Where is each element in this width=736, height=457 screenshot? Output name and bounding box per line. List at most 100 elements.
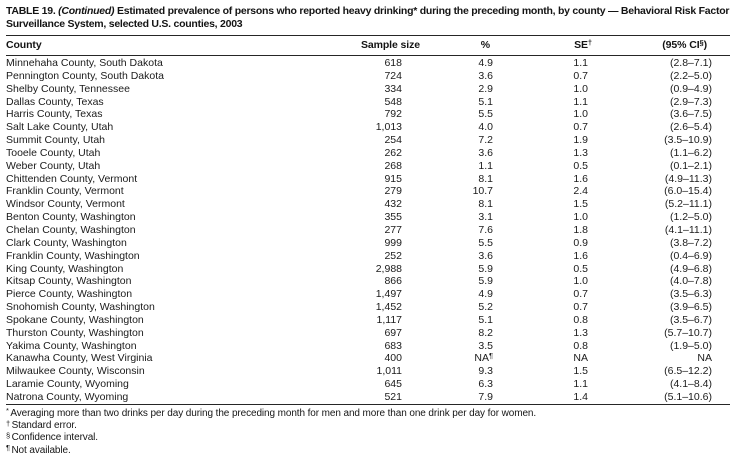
value-cell: 8.1 <box>478 198 493 211</box>
value-cell: 1.1 <box>478 159 493 172</box>
value-cell: (2.8–7.1) <box>669 57 712 69</box>
value-cell: 1.6 <box>573 249 588 262</box>
table-row: Franklin County, Vermont 279 10.7 2.4 (6.0–1… <box>6 185 730 198</box>
prevalence-table: County Sample size% SE† (95% CI§) Minnehaha… <box>6 35 730 405</box>
footnote-marker: † <box>587 37 592 47</box>
table-row: Kitsap County, Washington 866 5.9 1.0 (4.0–7… <box>6 275 730 288</box>
county-cell: Salt Lake County, Utah <box>6 121 114 134</box>
table-row: Minnehaha County, South Dakota 618 4.9 1.1 (… <box>6 56 730 70</box>
footnote: § Confidence interval. <box>6 432 730 444</box>
value-cell: (3.9–6.5) <box>669 301 712 314</box>
value-cell: 5.5 <box>478 236 493 249</box>
value-cell: (2.6–5.4) <box>669 121 712 134</box>
county-cell: Kitsap County, Washington <box>6 275 132 288</box>
value-cell: (2.2–5.0) <box>669 69 712 82</box>
value-cell: 5.1 <box>478 95 493 108</box>
value-cell: 3.6 <box>478 146 493 159</box>
table-row: Spokane County, Washington 1,117 5.1 0.8 (3.… <box>6 314 730 327</box>
table-row: King County, Washington 2,988 5.9 0.5 (4.9–6… <box>6 263 730 276</box>
value-cell: NA <box>697 352 712 365</box>
county-cell: Shelby County, Tennessee <box>6 82 130 95</box>
county-cell: Minnehaha County, South Dakota <box>6 57 163 69</box>
value-cell: 1,497 <box>375 288 402 301</box>
value-cell: 1.3 <box>573 326 588 339</box>
value-cell: 1.6 <box>573 172 588 185</box>
table-row: Yakima County, Washington 683 3.5 0.8 (1.9–5… <box>6 340 730 353</box>
value-cell: 5.1 <box>478 313 493 326</box>
value-cell: (3.5–6.7) <box>669 313 712 326</box>
table-row: Milwaukee County, Wisconsin 1,011 9.3 1.5 (6… <box>6 365 730 378</box>
table-row: Salt Lake County, Utah 1,013 4.0 0.7 (2.6–5.… <box>6 121 730 134</box>
value-cell: 697 <box>384 326 402 339</box>
county-cell: Dallas County, Texas <box>6 95 104 108</box>
value-cell: 1.1 <box>573 95 588 108</box>
value-cell: 1.5 <box>573 365 588 378</box>
value-cell: 7.9 <box>478 390 493 403</box>
value-cell: 1.5 <box>573 198 588 211</box>
county-cell: Spokane County, Washington <box>6 313 144 326</box>
value-cell: 1,011 <box>376 365 403 378</box>
value-cell: 1.4 <box>573 390 588 403</box>
value-cell: 2.4 <box>573 185 588 198</box>
table-row: Thurston County, Washington 697 8.2 1.3 (5.7… <box>6 327 730 340</box>
value-cell: NA <box>573 352 588 365</box>
value-cell: 2.9 <box>478 82 493 95</box>
value-cell: (6.5–12.2) <box>664 365 712 378</box>
table-row: Benton County, Washington 355 3.1 1.0 (1.2–5… <box>6 211 730 224</box>
table-title-text: Estimated prevalence of persons who repo… <box>6 5 730 30</box>
value-cell: (4.9–11.3) <box>664 172 712 185</box>
table-row: Pierce County, Washington 1,497 4.9 0.7 (3.5… <box>6 288 730 301</box>
value-cell: 4.9 <box>478 57 493 69</box>
value-cell: 618 <box>384 57 402 69</box>
value-cell: (3.5–6.3) <box>669 288 712 301</box>
value-cell: 792 <box>384 108 402 121</box>
value-cell: 724 <box>384 69 402 82</box>
value-cell: 1.1 <box>573 57 588 69</box>
county-cell: Windsor County, Vermont <box>6 198 125 211</box>
county-cell: Harris County, Texas <box>6 108 103 121</box>
table-row: Kanawha County, West Virginia 400 NA¶ NA NA <box>6 352 730 365</box>
table-number: TABLE 19. <box>6 5 56 17</box>
table-row: Chittenden County, Vermont 915 8.1 1.6 (4.9–… <box>6 173 730 186</box>
table-row: Summit County, Utah 254 7.2 1.9 (3.5–10.9) <box>6 134 730 147</box>
value-cell: 7.2 <box>478 134 493 147</box>
table-row: Tooele County, Utah 262 3.6 1.3 (1.1–6.2) <box>6 147 730 160</box>
value-cell: 0.5 <box>573 159 588 172</box>
table-row: Windsor County, Vermont 432 8.1 1.5 (5.2–11.… <box>6 198 730 211</box>
value-cell: 8.2 <box>478 326 493 339</box>
table-continued-label: (Continued) <box>58 5 115 17</box>
county-cell: Clark County, Washington <box>6 236 127 249</box>
value-cell: 915 <box>384 172 402 185</box>
footnote-symbol: § <box>6 430 11 440</box>
footnote: * Averaging more than two drinks per day … <box>6 407 730 420</box>
county-cell: Milwaukee County, Wisconsin <box>6 365 145 378</box>
value-cell: 252 <box>384 249 402 262</box>
footnote-text: Confidence interval. <box>11 432 98 444</box>
value-cell: (4.1–11.1) <box>664 223 712 236</box>
county-cell: Chelan County, Washington <box>6 223 136 236</box>
value-cell: (0.4–6.9) <box>669 249 712 262</box>
table-row: Weber County, Utah 268 1.1 0.5 (0.1–2.1) <box>6 160 730 173</box>
table-title: TABLE 19. (Continued) Estimated prevalen… <box>6 5 730 31</box>
value-cell: (4.0–7.8) <box>669 275 712 288</box>
value-cell: (0.9–4.9) <box>669 82 712 95</box>
value-cell: 0.8 <box>573 339 588 352</box>
value-cell: 6.3 <box>478 378 493 391</box>
value-cell: (3.5–10.9) <box>664 134 712 147</box>
footnote-marker: ¶ <box>488 352 493 360</box>
value-cell: 334 <box>384 82 402 95</box>
column-header-95-ci: (95% CI§) <box>592 35 730 56</box>
county-cell: Franklin County, Washington <box>6 249 140 262</box>
value-cell: 645 <box>384 378 402 391</box>
value-cell: (1.1–6.2) <box>669 146 712 159</box>
value-cell: (2.9–7.3) <box>669 95 712 108</box>
value-cell: 3.6 <box>478 69 493 82</box>
value-cell: 8.1 <box>478 172 493 185</box>
value-cell: (3.6–7.5) <box>669 108 712 121</box>
value-cell: 683 <box>384 339 402 352</box>
county-cell: Pierce County, Washington <box>6 288 133 301</box>
value-cell: 1.1 <box>573 378 588 391</box>
value-cell: 262 <box>384 146 402 159</box>
value-cell: (0.1–2.1) <box>669 159 712 172</box>
value-cell: 548 <box>384 95 402 108</box>
